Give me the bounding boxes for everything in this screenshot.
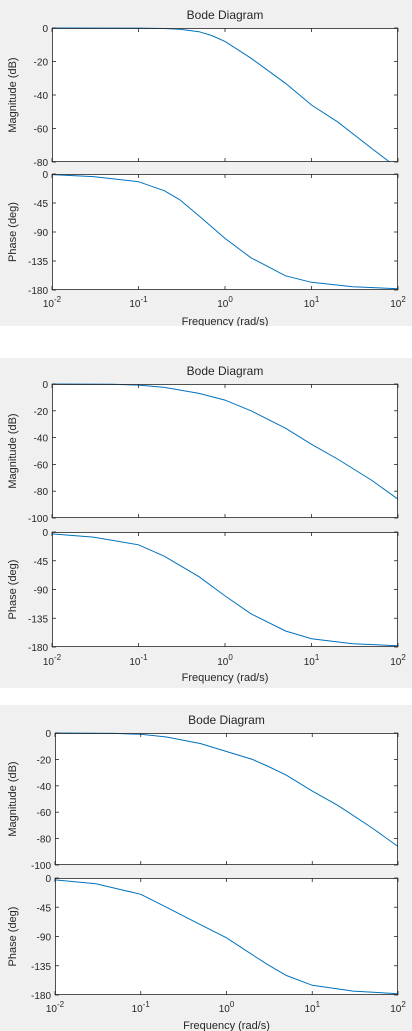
y-tick-label: -80 xyxy=(37,835,52,846)
phase-axes xyxy=(52,532,398,647)
y-tick-label: 0 xyxy=(42,380,48,391)
x-tick-label: 102 xyxy=(390,1000,406,1015)
x-tick-label: 100 xyxy=(217,653,233,668)
y-tick-label: -60 xyxy=(34,460,49,471)
y-tick-label: -135 xyxy=(31,962,51,973)
bode-chart-2: Bode Diagram 0 -20 -40 -60 -80 -100 Magnitude (… xyxy=(7,364,406,684)
bode-chart-1: Bode Diagram 0 -20 -40 -60 -80 Magnitude (dB) 0… xyxy=(7,8,406,326)
magnitude-response-line xyxy=(51,383,399,500)
x-tick-label: 10-2 xyxy=(43,653,62,668)
bode-diagram-panel-1: Bode Diagram 0 -20 -40 -60 -80 Magnitude (dB) 0… xyxy=(0,0,412,326)
y-tick-label: -90 xyxy=(34,586,49,597)
bode-diagram-panel-2: Bode Diagram 0 -20 -40 -60 -80 -100 Magnitude (… xyxy=(0,358,412,688)
x-axis-label: Frequency (rad/s) xyxy=(182,672,269,684)
y-tick-label: -20 xyxy=(37,755,52,766)
chart-title: Bode Diagram xyxy=(187,364,264,378)
y-tick-label: -100 xyxy=(28,514,48,525)
chart-title: Bode Diagram xyxy=(187,8,264,22)
magnitude-axis-label: Magnitude (dB) xyxy=(7,761,19,836)
chart-title: Bode Diagram xyxy=(188,713,265,727)
y-tick-label: -90 xyxy=(34,228,49,239)
magnitude-axes xyxy=(52,28,398,162)
magnitude-axis-label: Magnitude (dB) xyxy=(7,413,19,488)
magnitude-axes xyxy=(52,384,398,518)
x-tick-label: 10-1 xyxy=(132,1000,151,1015)
y-tick-label: -80 xyxy=(34,158,49,169)
y-tick-label: -90 xyxy=(37,933,52,944)
y-tick-label: 0 xyxy=(42,170,48,181)
y-tick-label: -40 xyxy=(34,91,49,102)
phase-axis-label: Phase (deg) xyxy=(7,907,19,967)
x-tick-label: 10-1 xyxy=(129,653,148,668)
y-tick-label: 0 xyxy=(45,874,51,885)
y-tick-label: -180 xyxy=(28,643,48,654)
y-tick-label: -40 xyxy=(37,782,52,793)
magnitude-axes xyxy=(55,733,398,865)
x-tick-label: 102 xyxy=(390,653,406,668)
phase-axis-label: Phase (deg) xyxy=(7,560,19,620)
y-tick-label: -135 xyxy=(28,614,48,625)
y-tick-label: -45 xyxy=(37,903,52,914)
x-tick-label: 100 xyxy=(217,295,233,310)
phase-response-line xyxy=(51,174,399,290)
phase-response-line xyxy=(51,533,399,647)
y-tick-label: -180 xyxy=(31,991,51,1002)
y-tick-label: -20 xyxy=(34,407,49,418)
x-tick-label: 10-1 xyxy=(129,295,148,310)
x-tick-label: 10-2 xyxy=(43,295,62,310)
y-tick-label: -60 xyxy=(37,808,52,819)
y-tick-label: -100 xyxy=(31,861,51,872)
y-tick-label: 0 xyxy=(45,729,51,740)
phase-axes xyxy=(52,174,398,290)
x-tick-label: 102 xyxy=(390,295,406,310)
phase-response-line xyxy=(54,879,399,995)
magnitude-axis-label: Magnitude (dB) xyxy=(7,57,19,132)
y-tick-label: 0 xyxy=(42,528,48,539)
y-tick-label: -80 xyxy=(34,487,49,498)
y-tick-label: -40 xyxy=(34,434,49,445)
x-axis-label: Frequency (rad/s) xyxy=(182,316,269,326)
y-tick-label: -180 xyxy=(28,286,48,297)
x-axis-label: Frequency (rad/s) xyxy=(183,1020,270,1031)
y-tick-label: -45 xyxy=(34,199,49,210)
x-tick-label: 101 xyxy=(304,1000,320,1015)
x-tick-label: 101 xyxy=(304,653,320,668)
phase-axes xyxy=(55,878,398,995)
y-tick-label: 0 xyxy=(42,24,48,35)
phase-axis-label: Phase (deg) xyxy=(7,202,19,262)
y-tick-label: -45 xyxy=(34,557,49,568)
x-tick-label: 100 xyxy=(219,1000,235,1015)
bode-chart-3: Bode Diagram 0 -20 -40 -60 -80 -100 Magnitude (… xyxy=(7,713,406,1031)
y-tick-label: -20 xyxy=(34,58,49,69)
y-tick-label: -60 xyxy=(34,125,49,136)
y-tick-label: -135 xyxy=(28,257,48,268)
x-tick-label: 101 xyxy=(304,295,320,310)
x-tick-label: 10-2 xyxy=(46,1000,65,1015)
bode-diagram-panel-3: Bode Diagram 0 -20 -40 -60 -80 -100 Magnitude (… xyxy=(0,705,412,1031)
